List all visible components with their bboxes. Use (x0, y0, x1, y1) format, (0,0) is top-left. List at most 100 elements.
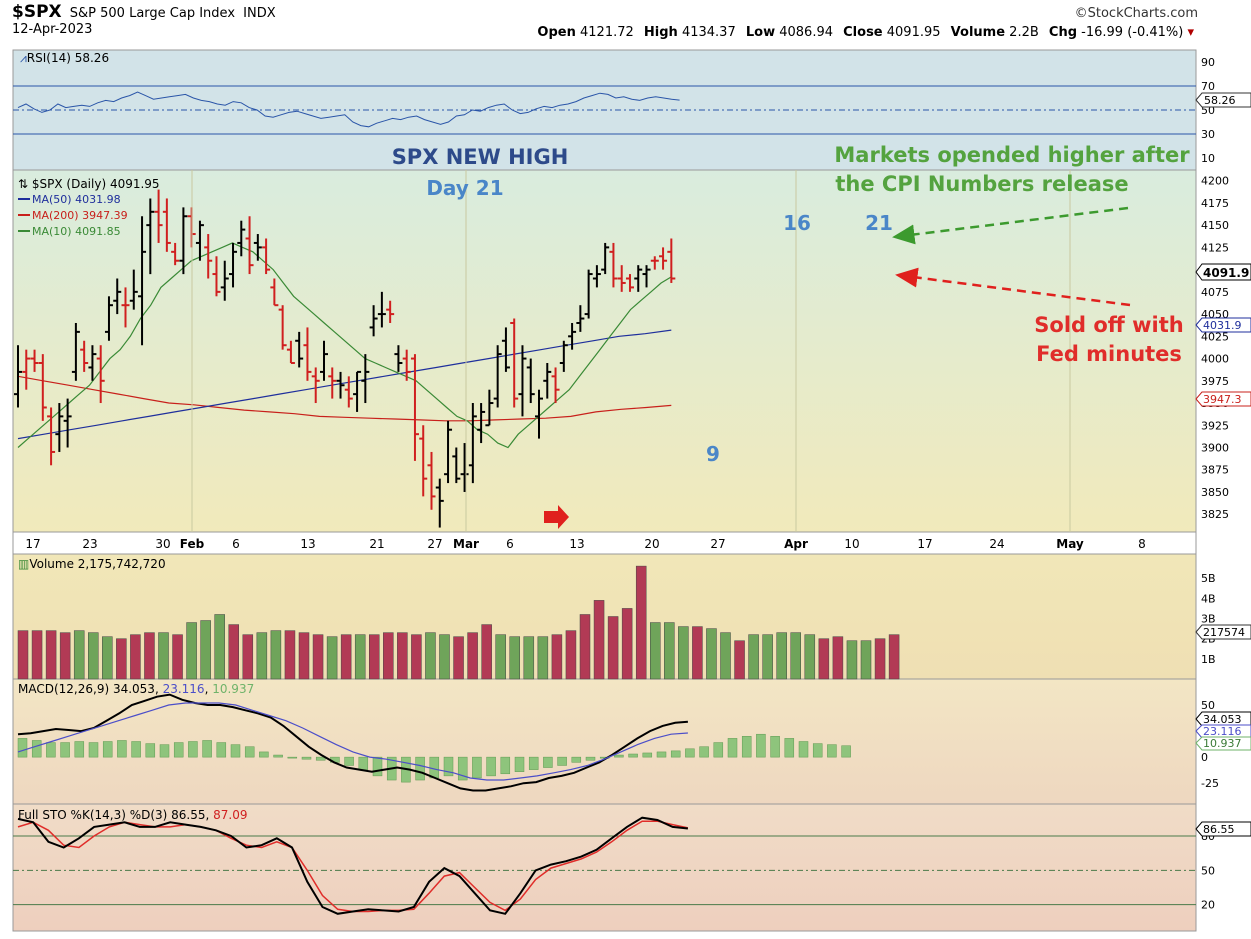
macd-hist-bar (798, 741, 809, 758)
macd-hist-bar (88, 742, 99, 758)
price-bar (195, 220, 204, 261)
sto-k-line (17, 816, 689, 915)
price-bar (229, 242, 238, 288)
volume-layer: 5B4B3B2B1B (17, 565, 1216, 680)
price-bar (336, 371, 345, 399)
macd-hist-bar (812, 743, 823, 758)
macd-hist-bar (713, 742, 724, 758)
macd-hist-bar (315, 756, 326, 761)
rsi-tick: 90 (1201, 56, 1215, 69)
volume-bar (635, 565, 647, 680)
price-bar (71, 322, 80, 381)
rsi-line (17, 91, 680, 128)
volume-value-tag-text: 217574 (1203, 626, 1245, 639)
price-bar (146, 198, 155, 275)
x-axis-label: 23 (82, 537, 97, 551)
macd-hist-bar (287, 756, 298, 759)
volume-bar (467, 632, 478, 680)
sold-off-line2: Fed minutes (1036, 342, 1182, 366)
macd-hist-bar (472, 756, 482, 779)
volume-value: 2.2B (1009, 25, 1039, 40)
price-bar (568, 322, 577, 350)
price-bar (419, 425, 428, 497)
volume-bar (706, 628, 717, 680)
price-bar (80, 340, 89, 372)
macd-hist-bar (528, 756, 539, 770)
price-bar (377, 291, 386, 328)
signal-value-tag-text: 23.116 (1203, 725, 1242, 738)
price-bar (510, 318, 519, 408)
volume-bar (804, 634, 816, 680)
high-label: High (643, 25, 678, 40)
volume-bar (242, 634, 254, 680)
x-axis-label: Mar (453, 537, 479, 551)
macd-hist-bar (841, 745, 851, 758)
x-axis-label: Apr (784, 537, 808, 551)
hist-value-tag (1195, 736, 1251, 751)
price-bar (535, 389, 544, 439)
x-axis-label: Feb (180, 537, 205, 551)
chg-value: -16.99 (-0.41%) (1081, 25, 1184, 40)
volume-bar (397, 632, 408, 680)
low-label: Low (745, 25, 776, 40)
price-bar (402, 349, 411, 381)
macd-hist-bar (827, 744, 837, 758)
macd-hist-bar (102, 741, 113, 758)
hist-value-tag-text: 10.937 (1203, 737, 1242, 750)
symbol: $SPX (12, 2, 62, 22)
value-tags: 58.26 4091.9 4031.9 3947.3 217574 34.053… (1195, 92, 1251, 837)
macd-hist-bar (17, 738, 28, 758)
ma200-value-tag-text: 3947.3 (1203, 393, 1242, 406)
price-bar (204, 234, 213, 279)
price-bar (319, 340, 328, 381)
macd-hist-bar (344, 756, 354, 766)
price-bar (609, 242, 618, 288)
macd-hist-bar (543, 756, 553, 768)
macd-hist-bar (372, 756, 383, 777)
x-axis-label: 27 (427, 537, 442, 551)
annotations: SPX NEW HIGH Day 21 Markets opended high… (392, 143, 1190, 529)
price-bar (650, 256, 659, 270)
macd-hist-bar (131, 741, 141, 758)
volume-bar (565, 630, 577, 680)
volume-bar (523, 636, 535, 680)
price-tick: 4200 (1201, 175, 1229, 188)
price-bar (38, 354, 47, 421)
x-axis-label: 8 (1138, 537, 1146, 551)
close-value: 4091.95 (886, 25, 941, 40)
open-value: 4121.72 (580, 25, 634, 40)
volume-bar (312, 634, 324, 680)
price-tick: 4025 (1201, 330, 1229, 343)
price-bar (154, 189, 163, 243)
volume-bar (214, 614, 225, 680)
volume-bar (383, 632, 394, 680)
price-bar (104, 296, 113, 341)
volume-bar (495, 634, 506, 680)
price-bar (410, 354, 419, 461)
volume-bar (73, 630, 85, 680)
ma50-value-tag (1195, 317, 1251, 333)
price-bar (14, 345, 22, 408)
macd-hist-bar (46, 742, 56, 758)
volume-bar (116, 638, 127, 680)
volume-bar (593, 600, 605, 680)
price-tick: 3975 (1201, 375, 1229, 388)
x-axis-label: 13 (300, 537, 315, 551)
x-axis-label: 21 (369, 537, 384, 551)
count-21-label: 21 (865, 211, 893, 235)
ohlc-bar: Open 4121.72 High 4134.37 Low 4086.94 Cl… (537, 25, 1194, 40)
price-bar (220, 260, 229, 301)
price-bar (501, 327, 510, 372)
volume-bar (776, 632, 787, 680)
price-bar (386, 300, 395, 323)
macd-hist-bar (486, 756, 496, 777)
volume-bar (88, 632, 99, 680)
spx-new-high-label: SPX NEW HIGH (392, 145, 569, 169)
macd-layer: 50250-25 (17, 693, 1219, 792)
symbol-title: $SPX S&P 500 Large Cap Index INDX (12, 2, 276, 22)
macd-hist-bar (159, 744, 170, 758)
volume-bar (284, 630, 296, 680)
macd-hist-bar (415, 756, 425, 781)
